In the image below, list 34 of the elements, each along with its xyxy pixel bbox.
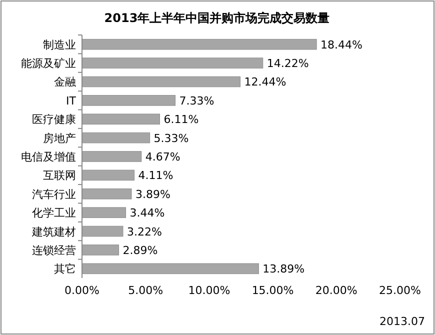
y-tick-label: 能源及矿业 (21, 57, 76, 70)
y-tick-label: 化学工业 (32, 206, 76, 220)
y-tick-label: 金融 (54, 76, 76, 89)
data-label: 12.44% (244, 76, 286, 89)
y-tick-label: IT (66, 94, 76, 108)
y-tick-label: 电信及增值 (21, 150, 76, 164)
y-tick-label: 互联网 (43, 169, 76, 182)
chart-title: 2013年上半年中国并购市场完成交易数量 (104, 11, 330, 25)
y-tick-label: 建筑建材 (31, 225, 76, 238)
y-tick-label: 汽车行业 (32, 188, 76, 201)
x-tick-label: 15.00% (252, 284, 294, 297)
x-tick-label: 0.00% (64, 284, 100, 297)
x-tick-label: 20.00% (315, 284, 358, 297)
y-tick-label: 其它 (54, 262, 76, 276)
text: 2013.07 (380, 315, 425, 328)
y-tick-label: 制造业 (43, 38, 76, 52)
data-label: 4.11% (138, 169, 174, 182)
x-tick-label: 5.00% (128, 284, 164, 297)
data-label: 2.89% (122, 244, 158, 257)
x-tick-label: 25.00% (379, 284, 421, 297)
data-label: 14.22% (266, 57, 309, 70)
y-tick-label: 连锁经营 (32, 244, 76, 257)
data-label: 6.11% (164, 113, 199, 126)
data-label: 18.44% (320, 38, 363, 52)
x-tick-label: 10.00% (188, 284, 230, 297)
y-tick-label: 房地产 (43, 132, 76, 145)
data-label: 3.89% (135, 188, 170, 201)
data-label: 7.33% (179, 94, 214, 108)
data-label: 3.44% (130, 206, 165, 220)
data-label: 5.33% (154, 132, 189, 145)
data-label: 3.22% (126, 225, 162, 238)
data-label: 13.89% (262, 262, 305, 276)
y-tick-label: 医疗健康 (32, 113, 76, 126)
data-label: 4.67% (145, 150, 180, 164)
